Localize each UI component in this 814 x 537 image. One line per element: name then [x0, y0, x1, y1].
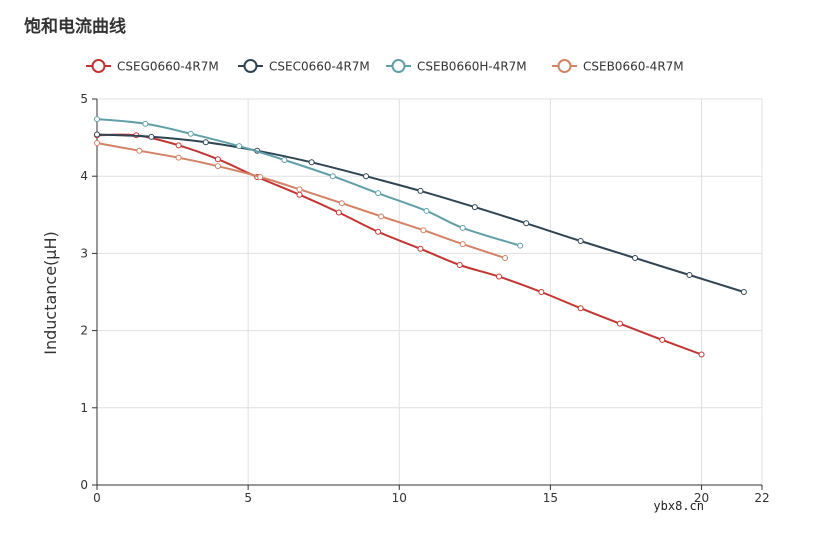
series-line-1[interactable]	[96, 133, 702, 356]
series-2-point-11[interactable]	[686, 272, 693, 279]
series-1-point-12[interactable]	[577, 305, 584, 312]
series-4-point-2[interactable]	[175, 154, 182, 161]
series-3-point-6[interactable]	[375, 190, 382, 197]
series-4-point-6[interactable]	[338, 200, 345, 207]
series-1-point-7[interactable]	[375, 228, 382, 235]
y-axis-label: Inductance(μH)	[41, 231, 60, 355]
series-1-point-9[interactable]	[456, 261, 463, 268]
chart-grid	[97, 98, 763, 485]
legend-item-4[interactable]: CSEB0660-4R7M	[552, 59, 684, 74]
series-3[interactable]	[94, 116, 524, 249]
series-3-point-3[interactable]	[236, 143, 243, 150]
series-4-point-8[interactable]	[420, 227, 427, 234]
x-tick-label-15: 15	[543, 491, 558, 505]
series-1-point-10[interactable]	[496, 273, 503, 280]
series-4-point-5[interactable]	[296, 186, 303, 193]
series-4-point-7[interactable]	[378, 213, 385, 220]
chart-legend[interactable]: CSEG0660-4R7M CSEC0660-4R7M CSEB0660H-4R7M…	[86, 59, 684, 74]
chart-series[interactable]	[94, 116, 747, 358]
series-line-2[interactable]	[96, 133, 745, 293]
series-4-point-1[interactable]	[136, 147, 143, 154]
series-2-point-2[interactable]	[202, 139, 209, 146]
series-2-point-10[interactable]	[632, 255, 639, 262]
series-4-point-10[interactable]	[502, 255, 509, 262]
series-4[interactable]	[94, 140, 509, 262]
y-tick-label-2: 2	[80, 324, 88, 338]
series-3-point-9[interactable]	[517, 242, 524, 249]
series-2-point-6[interactable]	[417, 187, 424, 194]
series-3-point-8[interactable]	[459, 224, 466, 231]
legend-item-2[interactable]: CSEC0660-4R7M	[238, 59, 370, 74]
legend-label: CSEG0660-4R7M	[117, 60, 219, 74]
legend-marker	[91, 59, 106, 73]
series-4-point-9[interactable]	[459, 241, 466, 248]
series-1-point-3[interactable]	[214, 156, 221, 163]
series-4-point-4[interactable]	[257, 173, 264, 180]
series-1-point-6[interactable]	[335, 209, 342, 216]
legend-marker	[557, 59, 572, 73]
y-tick-label-4: 4	[80, 169, 88, 183]
y-tick-label-3: 3	[80, 246, 88, 260]
series-1-point-15[interactable]	[698, 351, 705, 358]
legend-marker	[391, 59, 406, 73]
series-3-point-4[interactable]	[281, 156, 288, 163]
legend-item-3[interactable]: CSEB0660H-4R7M	[386, 59, 527, 74]
y-tick-label-0: 0	[80, 478, 88, 492]
series-4-point-3[interactable]	[214, 163, 221, 170]
page-title: 饱和电流曲线	[24, 17, 126, 37]
series-1-point-13[interactable]	[616, 320, 623, 327]
series-2-point-7[interactable]	[471, 204, 478, 211]
series-1-point-2[interactable]	[175, 142, 182, 149]
series-2-point-5[interactable]	[363, 173, 370, 180]
series-1-point-14[interactable]	[659, 336, 666, 343]
series-2[interactable]	[94, 131, 747, 295]
y-tick-label-1: 1	[80, 401, 88, 415]
legend-item-1[interactable]: CSEG0660-4R7M	[86, 59, 219, 74]
series-3-point-7[interactable]	[423, 207, 430, 214]
series-4-point-0[interactable]	[94, 140, 100, 147]
legend-label: CSEB0660H-4R7M	[417, 60, 527, 74]
series-3-point-0[interactable]	[94, 116, 100, 123]
series-2-point-0[interactable]	[94, 131, 100, 138]
x-tick-label-10: 10	[392, 491, 407, 505]
x-tick-label-20: 20	[694, 491, 709, 505]
series-2-point-9[interactable]	[577, 238, 584, 245]
x-tick-label-5: 5	[244, 491, 252, 505]
series-3-point-2[interactable]	[187, 130, 194, 137]
series-1-point-8[interactable]	[417, 245, 424, 252]
legend-label: CSEB0660-4R7M	[583, 60, 684, 74]
series-3-point-1[interactable]	[142, 120, 149, 127]
chart-axes: 0 5 10 15 20 22 0 1 2 3 4 5	[80, 92, 769, 505]
series-1-point-5[interactable]	[296, 191, 303, 198]
x-tick-label-22: 22	[754, 491, 769, 505]
series-2-point-12[interactable]	[740, 289, 747, 295]
series-line-3[interactable]	[96, 118, 521, 247]
series-1-point-11[interactable]	[538, 289, 545, 295]
series-2-point-1[interactable]	[148, 133, 155, 140]
series-3-point-5[interactable]	[329, 173, 336, 180]
y-tick-label-5: 5	[80, 92, 88, 106]
x-tick-label-0: 0	[93, 491, 101, 505]
series-2-point-8[interactable]	[523, 220, 530, 227]
legend-marker	[243, 59, 258, 73]
series-2-point-4[interactable]	[308, 159, 315, 166]
legend-label: CSEC0660-4R7M	[269, 60, 370, 74]
watermark: ybx8.cn	[653, 499, 704, 513]
